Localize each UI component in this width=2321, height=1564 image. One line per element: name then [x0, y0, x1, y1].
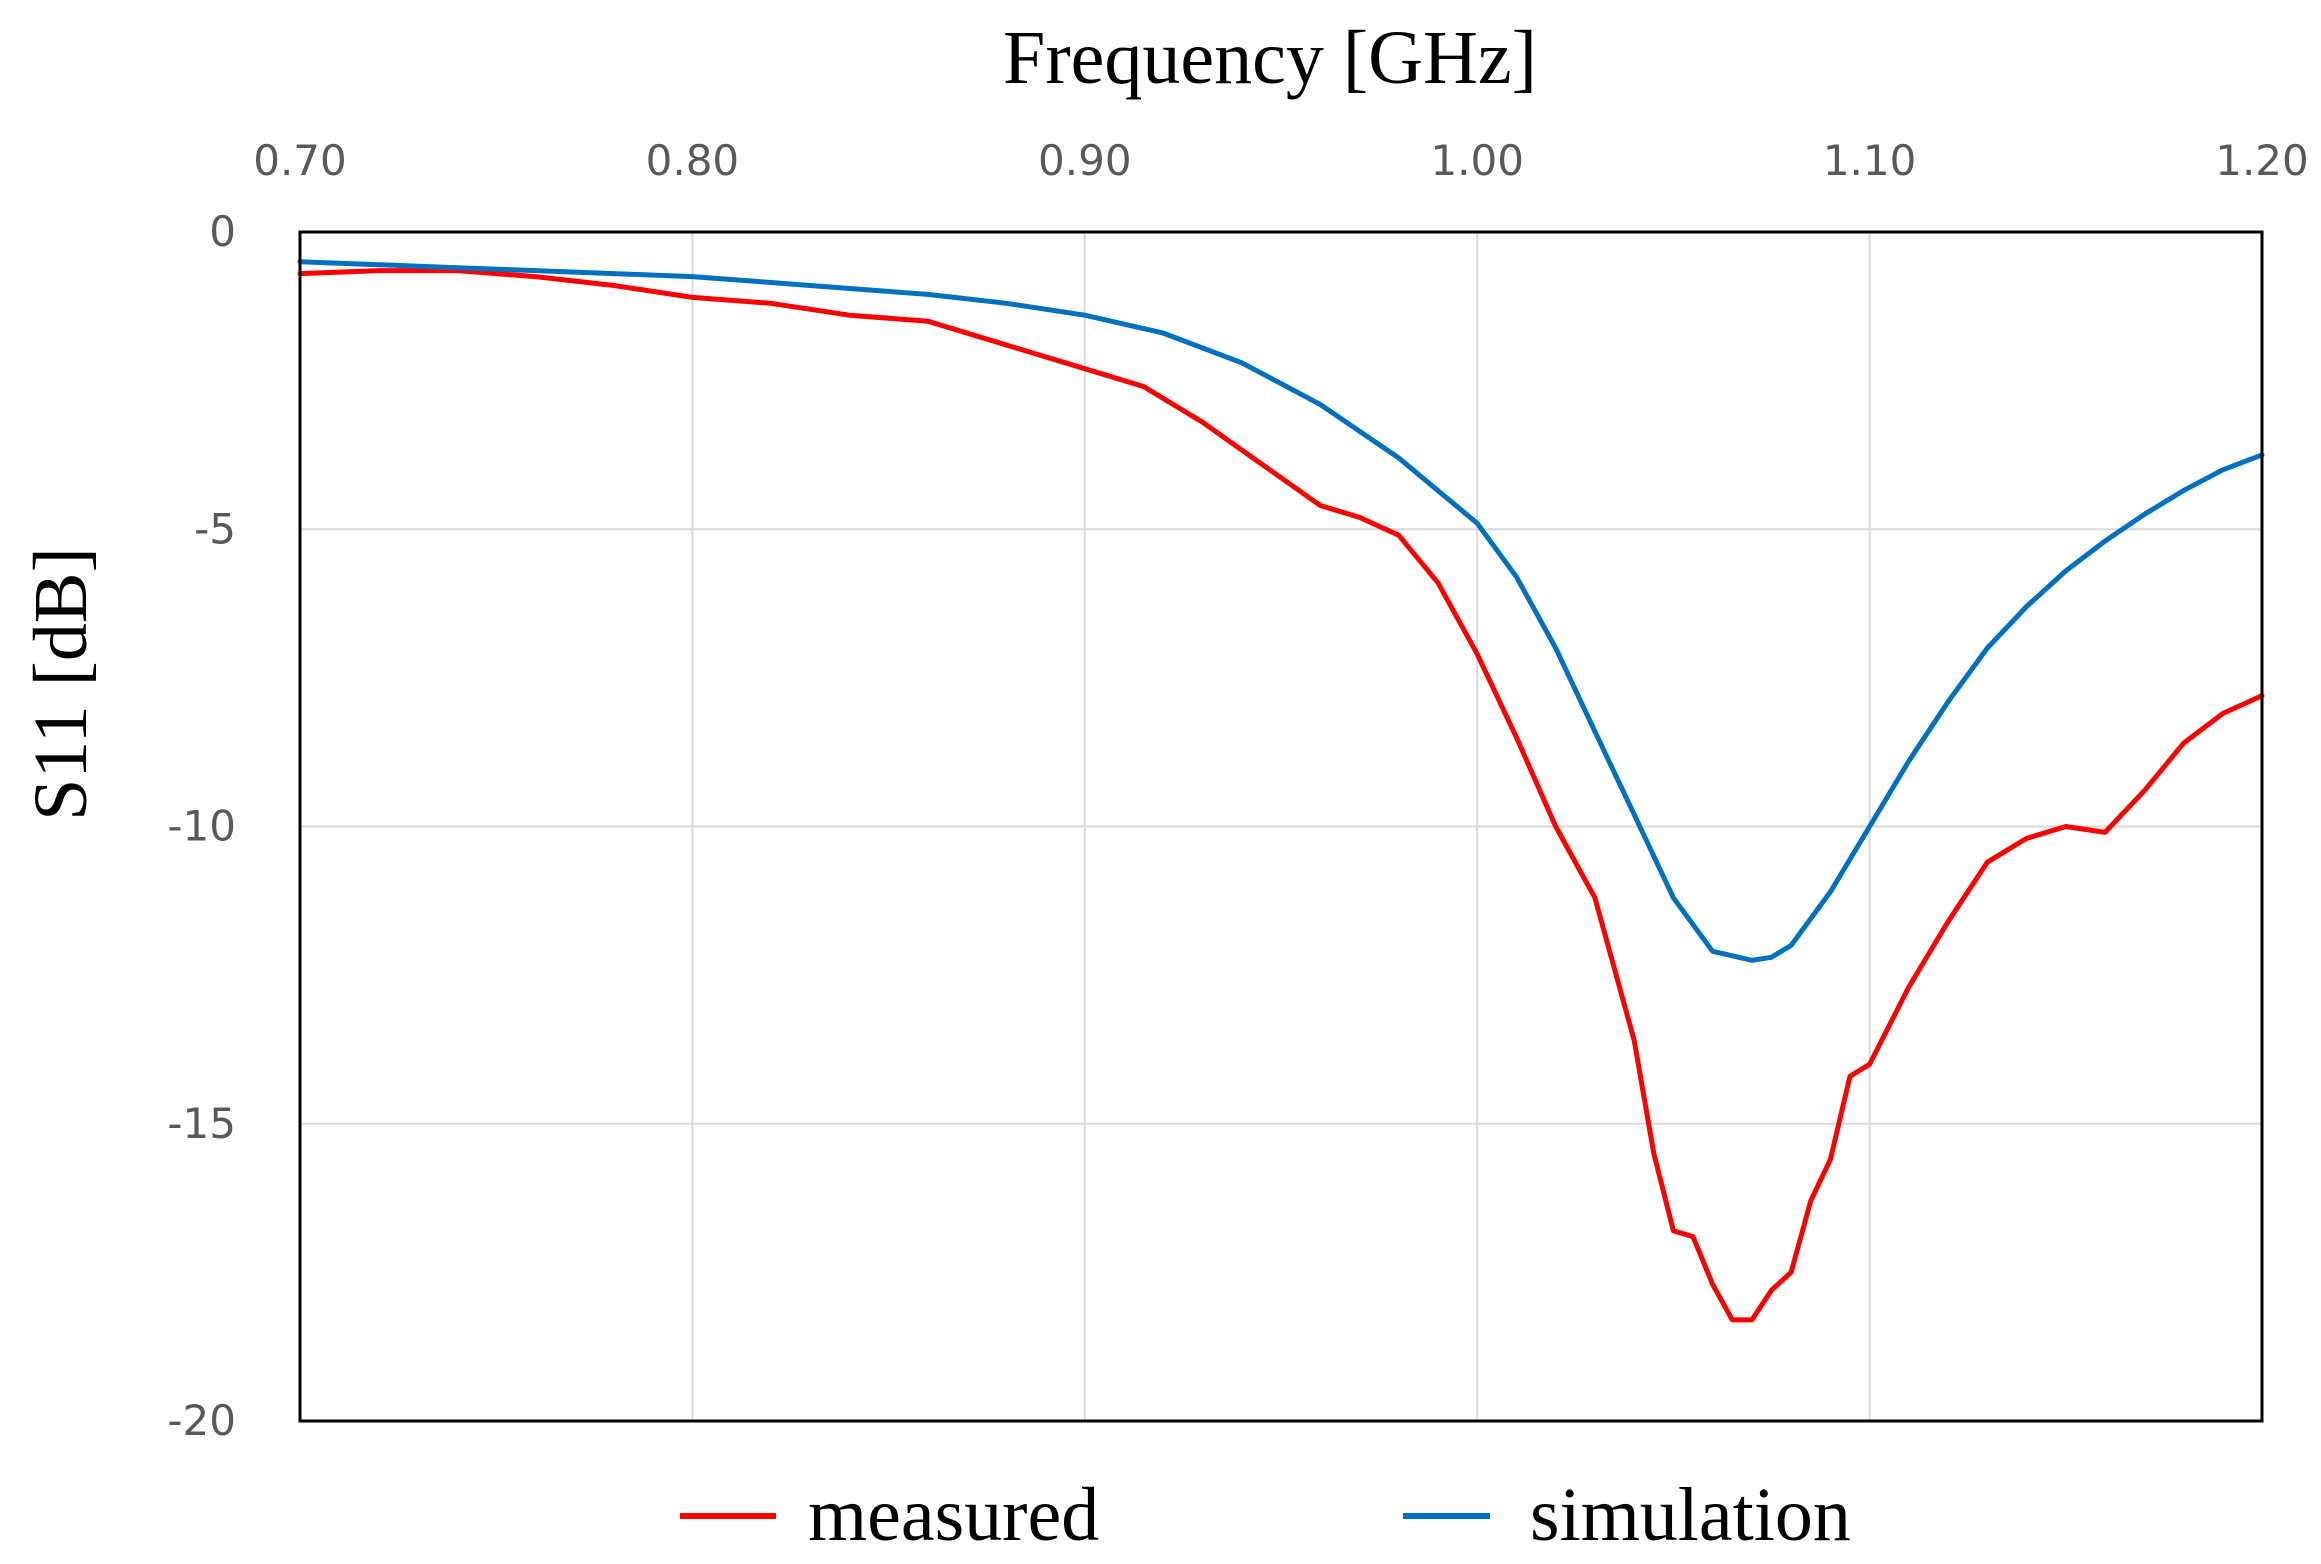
series-lines	[300, 262, 2262, 1320]
y-axis-title: S11 [dB]	[19, 547, 103, 821]
x-axis-title: Frequency [GHz]	[1003, 16, 1537, 100]
x-tick-label: 0.80	[646, 136, 740, 185]
legend: measured simulation	[680, 1473, 1851, 1557]
s11-chart: Frequency [GHz] S11 [dB] 0.70 0.80 0.90 1.0…	[0, 0, 2321, 1564]
y-tick-label: 0	[209, 207, 236, 256]
series-line-simulation	[300, 262, 2262, 961]
series-line-measured	[300, 271, 2262, 1320]
y-tick-label: -10	[167, 802, 236, 851]
x-tick-label: 1.00	[1430, 136, 1524, 185]
legend-label-simulation: simulation	[1530, 1473, 1851, 1557]
x-tick-labels: 0.70 0.80 0.90 1.00 1.10 1.20	[253, 136, 2309, 185]
gridlines	[300, 232, 2262, 1421]
y-tick-labels: 0 -5 -10 -15 -20	[167, 207, 236, 1445]
legend-label-measured: measured	[808, 1473, 1099, 1557]
x-tick-label: 0.70	[253, 136, 347, 185]
y-tick-label: -20	[167, 1396, 236, 1445]
x-tick-label: 1.20	[2215, 136, 2309, 185]
x-tick-label: 1.10	[1823, 136, 1917, 185]
y-tick-label: -5	[194, 504, 236, 553]
x-tick-label: 0.90	[1038, 136, 1132, 185]
y-tick-label: -15	[167, 1099, 236, 1148]
